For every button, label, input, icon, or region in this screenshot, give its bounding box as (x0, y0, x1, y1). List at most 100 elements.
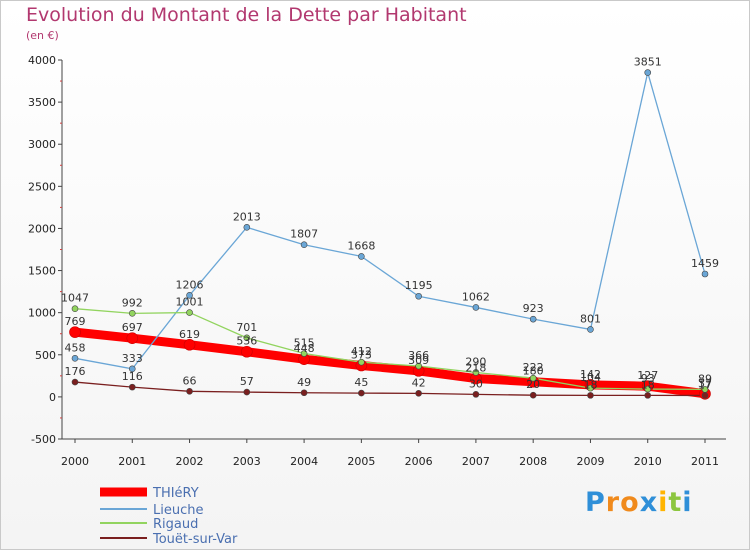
data-label: 801 (580, 312, 601, 325)
data-point (358, 358, 365, 366)
data-point (701, 392, 709, 399)
data-label: 176 (65, 365, 86, 378)
data-label: 515 (294, 337, 315, 350)
series-line-1 (74, 71, 706, 370)
data-point (243, 334, 251, 342)
proxiti-logo: Proxiti (585, 487, 693, 518)
data-label: 20 (526, 378, 540, 391)
x-tick-label: 2001 (118, 455, 146, 468)
data-point (183, 338, 196, 351)
data-label: 1668 (347, 239, 375, 252)
data-label: 180 (523, 365, 544, 378)
data-point (186, 309, 193, 316)
data-label: 309 (408, 354, 429, 367)
data-point (128, 383, 136, 391)
y-tick-label: 1500 (28, 265, 56, 278)
logo-letter: i (682, 487, 693, 518)
data-point (241, 345, 253, 358)
data-point (128, 365, 136, 373)
data-labels: 769 697 619 536 448 373 309 218 180 142 127 37 458 33… (61, 56, 719, 392)
data-label: 619 (179, 328, 200, 341)
chart-title: Evolution du Montant de la Dette par Hab… (26, 4, 467, 26)
data-point (415, 362, 422, 370)
data-point (358, 389, 365, 397)
data-label: 1206 (176, 278, 204, 291)
legend-label: Touët-sur-Var (152, 532, 238, 547)
data-point (644, 69, 652, 76)
legend-label: Lieuche (153, 503, 203, 518)
data-label: 290 (465, 355, 486, 368)
data-label: 1047 (61, 292, 89, 305)
data-point (415, 390, 422, 397)
data-point (243, 388, 251, 396)
data-point (529, 315, 537, 323)
data-point (701, 270, 709, 278)
data-point (415, 292, 422, 300)
y-tick-label: 1000 (28, 307, 56, 320)
data-label: 697 (122, 321, 143, 334)
data-label: 93 (641, 372, 655, 385)
data-label: 992 (122, 296, 143, 309)
data-label: 1807 (290, 228, 318, 241)
data-label: 412 (351, 345, 372, 358)
data-point (300, 389, 308, 397)
data-label: 116 (122, 370, 143, 383)
data-label: 2013 (233, 210, 261, 223)
y-tick-label: 4000 (28, 54, 56, 67)
data-label: 3851 (634, 56, 662, 69)
data-point (71, 305, 79, 313)
data-label: 1459 (691, 257, 719, 270)
data-point (472, 304, 480, 311)
data-point (126, 332, 139, 344)
data-label: 104 (580, 371, 601, 384)
logo-letter: t (668, 487, 683, 518)
data-point (529, 391, 537, 399)
data-label: 49 (297, 376, 311, 389)
data-label: 1001 (176, 296, 204, 309)
series-line-0 (70, 327, 710, 399)
x-tick-label: 2005 (347, 455, 375, 468)
y-tick-label: 3000 (28, 138, 56, 151)
series-line-2 (74, 308, 706, 391)
data-label: 18 (583, 378, 597, 391)
data-label: 18 (641, 378, 655, 391)
data-label: 333 (122, 352, 143, 365)
data-label: 1062 (462, 290, 490, 303)
data-point (472, 369, 480, 376)
data-label: 127 (637, 369, 658, 382)
data-label: 769 (65, 315, 86, 328)
data-label: 222 (523, 361, 544, 374)
data-label: 701 (236, 321, 257, 334)
legend-label: Rigaud (153, 517, 198, 532)
x-tick-label: 2009 (576, 455, 604, 468)
data-point (71, 355, 79, 362)
data-point (587, 392, 594, 399)
data-label: 45 (354, 376, 368, 389)
data-point (358, 253, 365, 260)
y-tick-label: 2500 (28, 180, 56, 193)
logo-letter: i (658, 487, 669, 518)
series-layer (69, 69, 711, 400)
series-line-3 (74, 381, 706, 397)
data-point (300, 241, 308, 248)
chart-unit: (en €) (26, 29, 59, 42)
x-tick-label: 2010 (634, 455, 662, 468)
data-point (186, 292, 193, 299)
data-point (300, 350, 308, 357)
data-point (587, 326, 594, 333)
legend-label: THIéRY (152, 486, 199, 501)
logo-letter: r (605, 487, 621, 518)
y-tick-label: 0 (49, 391, 56, 404)
data-label: 373 (351, 348, 372, 361)
data-label: 448 (294, 342, 315, 355)
data-point (587, 384, 594, 392)
data-label: 17 (698, 378, 712, 391)
data-point (186, 388, 193, 395)
data-label: 42 (412, 376, 426, 389)
logo-letter: P (585, 487, 606, 518)
x-tick-label: 2004 (290, 455, 318, 468)
y-tick-label: 3500 (28, 96, 56, 109)
